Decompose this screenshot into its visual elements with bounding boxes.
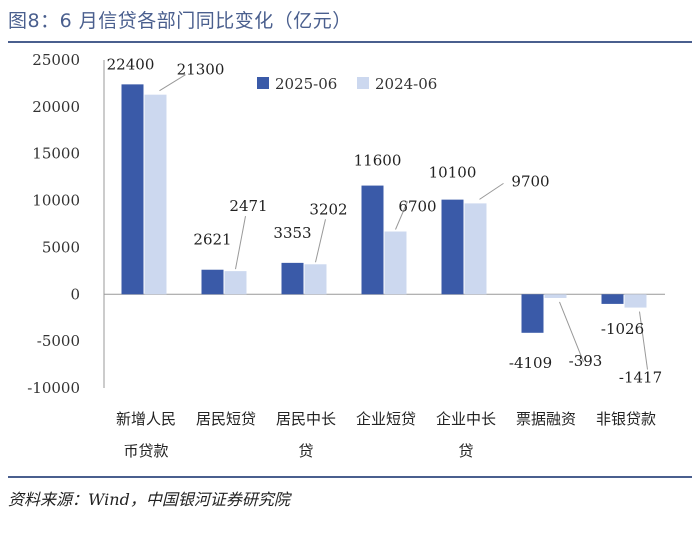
category-label-1: 币贷款 [123, 442, 168, 460]
legend-label-2024-06: 2024-06 [375, 75, 437, 93]
y-tick-label: -10000 [27, 379, 80, 397]
data-label-2024-06-7: -1417 [619, 369, 662, 387]
y-tick-label: 15000 [32, 145, 80, 163]
category-label-1: 新增人民 [116, 410, 176, 428]
bar-2025-06-3 [281, 262, 304, 295]
label-leader-line [395, 201, 408, 230]
data-label-2025-06-6: -4109 [509, 354, 552, 372]
bar-2025-06-7 [601, 294, 624, 304]
bar-2025-06-4 [361, 185, 384, 295]
bar-2024-06-5 [464, 203, 487, 295]
label-leader-line [479, 182, 504, 200]
category-label-7: 非银贷款 [596, 410, 656, 428]
bar-2024-06-3 [304, 264, 327, 295]
y-tick-label: 0 [70, 285, 80, 303]
source-note: 资料来源：Wind，中国银河证券研究院 [8, 490, 290, 509]
category-label-4: 企业短贷 [356, 410, 416, 428]
category-label-5: 贷 [458, 442, 473, 460]
data-label-2024-06-5: 9700 [511, 172, 549, 190]
label-leader-line [559, 301, 584, 363]
source-divider [8, 476, 692, 478]
category-label-6: 票据融资 [516, 410, 576, 428]
title-divider [8, 41, 692, 43]
data-label-2024-06-1: 21300 [177, 61, 225, 79]
data-label-2024-06-4: 6700 [398, 197, 436, 215]
bar-2024-06-6 [544, 294, 567, 298]
label-leader-line [639, 311, 648, 370]
legend-swatch-2024-06 [357, 77, 369, 89]
category-label-3: 居民中长 [276, 410, 336, 428]
y-tick-label: 20000 [32, 98, 80, 116]
label-leader-line [159, 74, 186, 92]
y-tick-label: 25000 [32, 51, 80, 69]
data-label-2025-06-3: 3353 [273, 224, 311, 242]
data-label-2024-06-2: 2471 [229, 197, 267, 215]
y-tick-label: 10000 [32, 192, 80, 210]
data-label-2024-06-3: 3202 [309, 200, 347, 218]
label-leader-line [315, 219, 326, 263]
chart-title: 图8：6 月信贷各部门同比变化（亿元） [8, 10, 352, 32]
bar-2024-06-2 [224, 271, 247, 295]
bar-2025-06-2 [201, 269, 224, 295]
category-label-3: 贷 [298, 442, 313, 460]
label-leader-line [235, 216, 246, 270]
bar-2025-06-6 [521, 294, 544, 333]
y-tick-label: 5000 [42, 238, 80, 256]
category-label-5: 企业中长 [436, 410, 496, 428]
bar-2025-06-1 [121, 84, 144, 295]
bar-2024-06-4 [384, 231, 407, 295]
data-label-2025-06-2: 2621 [193, 231, 231, 249]
data-label-2025-06-1: 22400 [107, 55, 155, 73]
y-tick-label: -5000 [37, 332, 80, 350]
category-label-2: 居民短贷 [196, 410, 256, 428]
bar-2024-06-7 [624, 294, 647, 308]
bar-2024-06-1 [144, 94, 167, 295]
legend-swatch-2025-06 [257, 77, 269, 89]
data-label-2025-06-4: 11600 [354, 152, 402, 170]
legend-label-2025-06: 2025-06 [275, 75, 337, 93]
data-label-2025-06-5: 10100 [429, 164, 477, 182]
data-label-2025-06-7: -1026 [601, 320, 644, 338]
bar-2025-06-5 [441, 199, 464, 295]
data-label-2024-06-6: -393 [569, 352, 603, 370]
